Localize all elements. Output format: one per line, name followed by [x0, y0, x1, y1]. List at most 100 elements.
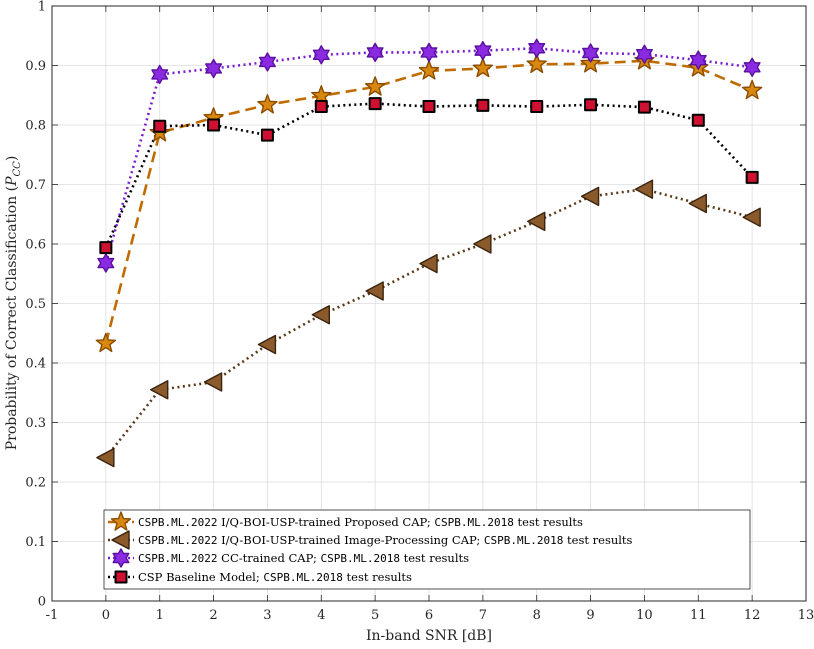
- y-tick-label: 0.3: [25, 416, 46, 431]
- x-tick-label: 10: [636, 608, 653, 623]
- data-point: [312, 45, 330, 65]
- data-point: [689, 50, 707, 70]
- y-axis-label-subscript: CC: [12, 161, 23, 177]
- y-tick-label: 0.5: [25, 297, 46, 312]
- legend-text-part: test results: [514, 515, 583, 529]
- legend-marker: [110, 511, 132, 531]
- data-point: [311, 85, 332, 105]
- legend-entry-4: CSP Baseline Model; CSPB.ML.2018 test re…: [138, 570, 412, 584]
- legend-entry-2: CSPB.ML.2022 I/Q-BOI-USP-trained Image-P…: [138, 533, 633, 547]
- x-tick-label: 7: [479, 608, 487, 623]
- legend-box: [103, 509, 751, 590]
- legend-marker: [111, 530, 130, 550]
- x-tick-label: 2: [209, 608, 217, 623]
- x-tick-label: 9: [586, 608, 594, 623]
- x-tick-label: 11: [690, 608, 707, 623]
- data-point: [741, 79, 763, 100]
- series-markers-3: [97, 38, 761, 273]
- data-point: [530, 100, 544, 114]
- legend-entry-3: CSPB.ML.2022 CC-trained CAP; CSPB.ML.201…: [138, 551, 469, 565]
- data-point: [422, 100, 436, 114]
- data-point: [584, 98, 598, 112]
- data-point: [527, 211, 546, 232]
- data-point: [745, 170, 759, 184]
- y-tick-label: 0.2: [25, 476, 46, 491]
- legend-text-part: CSPB.ML.2018: [263, 571, 342, 584]
- x-tick-label: 0: [102, 608, 110, 623]
- data-point: [419, 253, 438, 274]
- legend-marker: [112, 548, 130, 568]
- y-tick-label: 0.6: [25, 238, 46, 253]
- data-point: [691, 113, 705, 127]
- series-markers-2: [96, 179, 761, 468]
- data-point: [743, 57, 761, 77]
- y-tick-label: 0.1: [25, 535, 46, 550]
- legend: CSPB.ML.2022 I/Q-BOI-USP-trained Propose…: [103, 509, 751, 590]
- legend-text-part: CSP Baseline Model;: [138, 570, 263, 584]
- data-point: [151, 64, 169, 85]
- data-point: [473, 234, 492, 254]
- legend-text-part: I/Q-BOI-USP-trained Image-Processing CAP…: [217, 533, 483, 547]
- y-axis-ticks: 0 0.1 0.2 0.3 0.4 0.5 0.6 0.7 0.8 0.9 1: [25, 0, 806, 610]
- data-point: [637, 100, 651, 114]
- data-point: [207, 118, 221, 132]
- x-tick-label: -1: [46, 608, 59, 623]
- data-point: [635, 44, 653, 64]
- data-point: [153, 119, 167, 133]
- data-point: [476, 98, 490, 112]
- data-point: [150, 380, 169, 400]
- legend-text-part: CSPB.ML.2022: [138, 516, 217, 529]
- x-axis-label: In-band SNR [dB]: [366, 628, 492, 644]
- data-point: [634, 179, 654, 199]
- data-point: [96, 447, 115, 468]
- legend-text-part: I/Q-BOI-USP-trained Proposed CAP;: [217, 515, 434, 529]
- x-axis-ticks: -1 0 1 2 3 4 5 6 7 8 9 10 11 12 13: [46, 6, 814, 623]
- legend-text-part: CSPB.ML.2018: [434, 516, 513, 529]
- legend-text-part: CSPB.ML.2018: [320, 552, 399, 565]
- y-tick-label: 0.8: [25, 119, 46, 134]
- legend-text-part: CC-trained CAP;: [217, 551, 320, 565]
- data-point: [688, 193, 707, 214]
- x-tick-label: 12: [744, 608, 761, 623]
- data-point: [580, 53, 601, 73]
- y-tick-label: 0.7: [25, 178, 46, 193]
- y-tick-label: 0.9: [25, 59, 46, 74]
- data-point: [99, 241, 113, 255]
- legend-text-part: test results: [343, 570, 412, 584]
- data-point: [474, 40, 492, 61]
- legend-entry-1: CSPB.ML.2022 I/Q-BOI-USP-trained Propose…: [138, 515, 583, 529]
- data-point: [311, 305, 330, 325]
- data-point: [418, 60, 440, 80]
- data-point: [582, 43, 600, 63]
- data-point: [205, 58, 223, 79]
- y-tick-label: 1: [38, 0, 46, 15]
- y-axis-label: Probability of Correct Classification (P…: [4, 156, 23, 451]
- legend-text-part: CSPB.ML.2018: [484, 534, 563, 547]
- data-point: [95, 332, 117, 353]
- x-tick-label: 1: [156, 608, 164, 623]
- x-tick-label: 6: [425, 608, 433, 623]
- legend-text-part: CSPB.ML.2022: [138, 552, 217, 565]
- data-point: [366, 42, 384, 63]
- series-markers: [95, 38, 763, 468]
- legend-text-part: test results: [400, 551, 469, 565]
- x-tick-label: 8: [533, 608, 541, 623]
- data-point: [258, 52, 276, 72]
- data-point: [528, 38, 546, 58]
- y-axis-label-symbol: P: [4, 176, 20, 187]
- data-point: [526, 53, 547, 74]
- data-point: [420, 42, 438, 63]
- x-tick-label: 3: [263, 608, 271, 623]
- y-tick-label: 0: [38, 595, 46, 610]
- x-tick-label: 13: [798, 608, 814, 623]
- data-point: [364, 76, 386, 96]
- data-point: [368, 97, 382, 111]
- data-point: [203, 372, 223, 392]
- legend-text-part: CSPB.ML.2022: [138, 534, 217, 547]
- data-point: [257, 334, 277, 355]
- y-axis-label-close: ): [4, 156, 20, 161]
- data-point: [742, 207, 761, 227]
- legend-text-part: test results: [563, 533, 632, 547]
- data-point: [580, 186, 600, 207]
